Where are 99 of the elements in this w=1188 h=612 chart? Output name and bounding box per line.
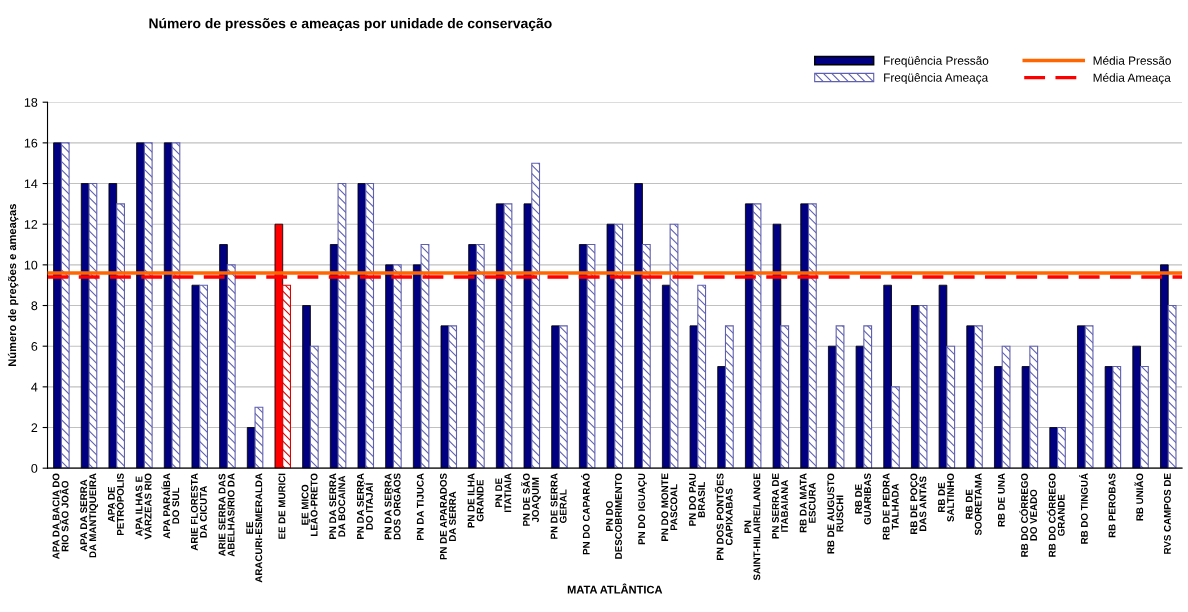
bar: [863, 325, 873, 469]
x-tick-label: PN DO CAPARAÓ: [581, 473, 590, 555]
x-tick-label: PN DO DESCOBRIMENTO: [605, 473, 622, 559]
bar: [752, 203, 762, 469]
bar: [614, 223, 624, 469]
x-tick-label: PN DA SERRA DOS ORGÃOS: [384, 473, 401, 540]
x-tick-label: APA DE PETRÓPOLIS: [107, 473, 124, 536]
x-tick-label: RB DO CÓRREGO DO VEADO: [1019, 473, 1038, 557]
bar: [1167, 304, 1177, 469]
bar: [254, 406, 264, 469]
bar: [171, 142, 181, 469]
bar: [392, 264, 402, 469]
x-tick-label: RB DE GUARIBAS: [855, 473, 871, 525]
x-tick-label: RB DA MATA ESCURA: [799, 473, 816, 533]
bar: [780, 325, 790, 469]
x-tick-label: PN DO PAU BRASIL: [689, 473, 705, 526]
bar: [475, 243, 485, 469]
x-tick-label: RB DE UNA: [998, 473, 1005, 527]
x-tick-label: RB DO TINGUÁ: [1079, 473, 1088, 544]
x-tick-label: PN DO MONTE PASCOAL: [661, 473, 678, 541]
x-tick-label: EE DE MURICI: [278, 473, 286, 539]
bar: [1084, 325, 1094, 469]
bar: [1056, 426, 1066, 469]
bar: [641, 243, 651, 469]
x-tick-label: RVS CAMPOS DE: [1163, 473, 1171, 554]
chart-title: Número de pressões e ameaças por unidade de conservação: [149, 17, 552, 32]
bar: [199, 284, 209, 469]
x-tick-label: RB DO CÓRREGO GRANDE: [1046, 473, 1065, 557]
bar: [586, 243, 596, 469]
bar: [88, 182, 98, 469]
x-tick-label: EE MICO LEÃO-PRETO: [301, 473, 318, 536]
bar: [448, 325, 458, 469]
bar: [1029, 345, 1039, 469]
x-tick-label: RB DE AUGUSTO RUSCHI: [827, 473, 844, 554]
bar: [60, 142, 70, 469]
y-axis-title: Número de preções e ameaças: [7, 204, 19, 366]
x-tick-label: PN DA SERRA DA BOCAINA: [329, 473, 346, 540]
x-tick-label: PN SAINT-HILAIRE/LANGE: [744, 473, 761, 581]
bar: [669, 223, 679, 469]
y-tick-label: 8: [31, 301, 38, 311]
legend-label: Média Ameaça: [1093, 73, 1171, 85]
y-tick-label: 14: [24, 179, 38, 189]
y-tick-label: 0: [31, 463, 38, 473]
bar: [143, 142, 153, 469]
bar: [697, 284, 707, 469]
x-tick-label: PN DO IGUAÇU: [638, 473, 647, 545]
bar: [282, 284, 292, 469]
x-tick-label: RB DE PEDRA TALHADA: [882, 473, 899, 540]
x-tick-label: APA DA SERRA DA MANTIQUEIRA: [80, 473, 98, 558]
legend-label: Freqüência Ameaça: [884, 73, 989, 85]
legend-label: Freqüência Pressão: [884, 56, 989, 68]
x-tick-label: ARIE SERRA DAS ABELHAS/RIO DA: [218, 473, 235, 557]
bar: [558, 325, 568, 469]
bar: [337, 182, 347, 469]
bar: [531, 162, 541, 469]
x-axis-title: MATA ATLÂNTICA: [567, 583, 663, 594]
bar: [890, 386, 900, 469]
x-tick-label: PN DE APARADOS DA SERRA: [439, 473, 456, 560]
x-tick-label: RB DE SOORETAMA: [965, 473, 982, 536]
x-tick-label: EE ARACURI-ESMERALDA: [246, 473, 263, 583]
x-tick-label: RB DE POÇO DAS ANTAS: [910, 473, 927, 534]
bar: [1112, 365, 1122, 469]
bar: [918, 304, 928, 469]
x-tick-label: APA DA BACIA DO RIO SÃO JOÃO: [52, 473, 69, 560]
bar: [1001, 345, 1011, 469]
x-tick-label: RB PEROBAS: [1108, 473, 1116, 538]
bar: [946, 345, 956, 469]
bar: [835, 325, 845, 469]
bar: [503, 203, 513, 469]
x-tick-label: PN DE ITATIAIA: [495, 473, 512, 512]
x-tick-label: RB UNIÃO: [1134, 473, 1144, 521]
y-tick-label: 18: [24, 98, 38, 107]
y-tick-label: 4: [31, 382, 38, 392]
bar: [226, 264, 236, 469]
legend-label: Média Pressão: [1093, 56, 1171, 65]
x-tick-label: APA PARAÍBA DO SUL: [161, 473, 180, 539]
x-tick-label: PN DE SÃO JOAQUIM: [521, 473, 541, 526]
y-tick-label: 6: [31, 341, 38, 351]
x-tick-label: APA ILHAS E VÁRZEAS RIO: [135, 473, 152, 540]
x-tick-label: PN DE ILHA GRANDE: [467, 473, 484, 528]
x-tick-label: PN DA TIJUCA: [416, 473, 424, 541]
bar: [365, 182, 375, 469]
bar: [420, 243, 430, 469]
x-tick-label: PN DOS PONTÕES CAPIXABAS: [714, 473, 733, 560]
y-tick-label: 12: [24, 220, 38, 229]
x-tick-label: ARIE FLORESTA DA CICUTA: [190, 473, 207, 551]
x-tick-label: RB DE SALTINHO: [938, 473, 954, 522]
x-tick-label: PN SERRA DE ITABAIANA: [772, 473, 788, 539]
bar: [973, 325, 983, 469]
y-tick-label: 2: [31, 423, 38, 433]
bar: [1139, 365, 1149, 469]
bar: [807, 203, 817, 469]
bar: [309, 345, 319, 469]
x-tick-label: PN DE SERRA GERAL: [550, 473, 567, 539]
y-tick-label: 16: [24, 138, 38, 148]
bar: [116, 203, 126, 469]
y-tick-label: 10: [24, 260, 38, 270]
x-tick-label: PN DA SERRA DO ITAJAÍ: [356, 473, 373, 540]
bar: [724, 325, 734, 469]
